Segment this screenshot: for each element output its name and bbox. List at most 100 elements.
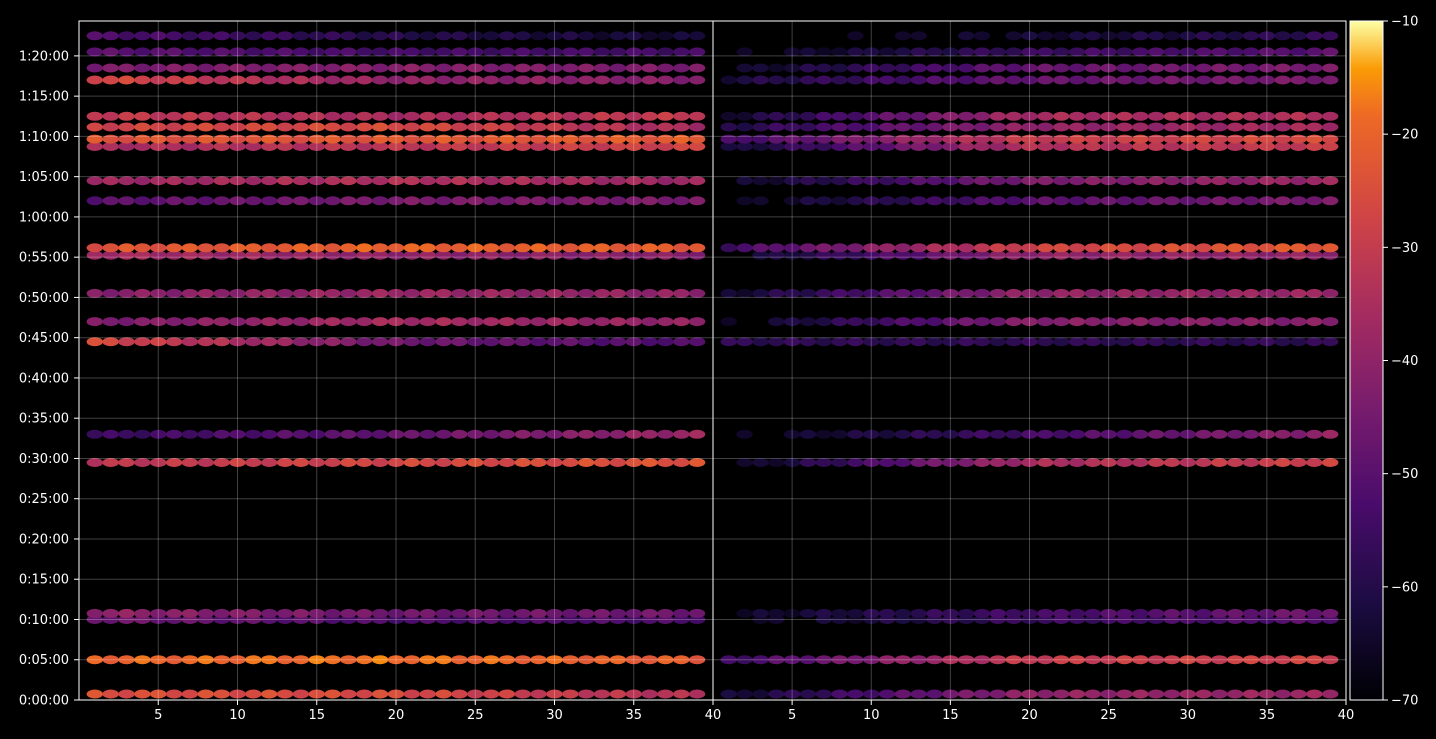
band-cell	[673, 111, 690, 121]
band-cell	[150, 63, 167, 73]
band-cell	[419, 63, 436, 73]
band-cell	[387, 250, 405, 260]
band-cell	[1084, 176, 1102, 186]
band-cell	[451, 608, 468, 618]
band-cell	[736, 142, 753, 151]
band-cell	[815, 288, 832, 298]
band-cell	[197, 243, 214, 253]
band-cell	[578, 75, 595, 85]
band-cell	[292, 176, 310, 186]
band-cell	[261, 63, 278, 73]
band-cell	[1116, 250, 1133, 260]
band-cell	[1116, 608, 1133, 618]
band-cell	[324, 122, 341, 132]
band-cell	[261, 47, 278, 57]
band-cell	[641, 317, 658, 327]
band-cell	[768, 337, 785, 347]
band-cell	[894, 608, 912, 618]
band-cell	[657, 429, 674, 439]
band-cell	[86, 288, 104, 298]
band-cell	[815, 250, 832, 260]
band-cell	[292, 655, 310, 665]
band-cell	[292, 243, 310, 253]
band-cell	[292, 250, 310, 260]
band-cell	[625, 176, 642, 186]
band-cell	[673, 288, 690, 298]
band-cell	[181, 134, 199, 144]
band-cell	[1227, 337, 1244, 347]
band-cell	[514, 176, 531, 186]
band-cell	[261, 122, 278, 132]
x-tick-label: 25	[1100, 708, 1117, 723]
band-cell	[530, 134, 547, 144]
band-cell	[1274, 134, 1291, 144]
band-cell	[609, 176, 627, 186]
band-cell	[641, 337, 658, 347]
band-cell	[562, 429, 579, 439]
band-cell	[1021, 134, 1038, 144]
band-cell	[1005, 689, 1022, 699]
band-cell	[467, 337, 484, 347]
y-tick-label: 0:50:00	[19, 291, 69, 306]
band-cell	[150, 75, 167, 85]
band-cell	[1195, 250, 1212, 260]
band-cell	[863, 111, 880, 121]
band-cell	[578, 134, 595, 144]
band-cell	[150, 47, 167, 57]
band-cell	[1195, 111, 1212, 121]
band-cell	[308, 608, 325, 618]
band-cell	[1100, 47, 1117, 57]
band-cell	[578, 196, 595, 206]
band-cell	[324, 31, 341, 41]
band-cell	[720, 122, 737, 132]
band-cell	[1021, 47, 1038, 57]
band-cell	[657, 243, 674, 253]
band-cell	[768, 689, 785, 699]
band-cell	[894, 47, 912, 57]
band-cell	[102, 176, 119, 186]
band-cell	[1100, 176, 1117, 186]
band-cell	[546, 243, 563, 253]
band-cell	[514, 47, 531, 57]
band-cell	[989, 142, 1006, 151]
band-cell	[324, 317, 341, 327]
band-cell	[308, 250, 325, 260]
band-cell	[371, 655, 389, 665]
band-cell	[894, 458, 912, 467]
band-cell	[118, 689, 135, 699]
band-cell	[403, 134, 420, 144]
band-cell	[229, 429, 246, 439]
band-cell	[910, 176, 927, 186]
band-cell	[451, 122, 468, 132]
band-cell	[1290, 243, 1307, 253]
band-cell	[435, 608, 452, 618]
band-cell	[546, 429, 563, 439]
band-cell	[118, 337, 135, 347]
band-cell	[1037, 458, 1054, 467]
band-cell	[530, 176, 547, 186]
band-cell	[752, 655, 769, 665]
band-cell	[1005, 655, 1022, 665]
band-cell	[799, 47, 817, 57]
colorbar-gradient	[1349, 20, 1384, 701]
band-cell	[514, 458, 531, 467]
band-cell	[1211, 655, 1228, 665]
band-cell	[641, 75, 658, 85]
x-tick-label: 40	[1338, 708, 1355, 723]
band-cell	[292, 288, 310, 298]
band-cell	[1005, 142, 1022, 151]
band-cell	[1322, 250, 1339, 260]
band-cell	[1037, 176, 1054, 186]
band-cell	[641, 196, 658, 206]
y-tick-label: 1:20:00	[19, 49, 69, 64]
band-cell	[514, 250, 531, 260]
band-cell	[1116, 47, 1133, 57]
band-cell	[1037, 63, 1054, 73]
colorbar-tick-label: −20	[1391, 128, 1418, 143]
band-cell	[387, 689, 405, 699]
band-cell	[657, 111, 674, 121]
band-cell	[340, 429, 357, 439]
band-cell	[118, 122, 135, 132]
band-cell	[641, 689, 658, 699]
band-cell	[451, 75, 468, 85]
